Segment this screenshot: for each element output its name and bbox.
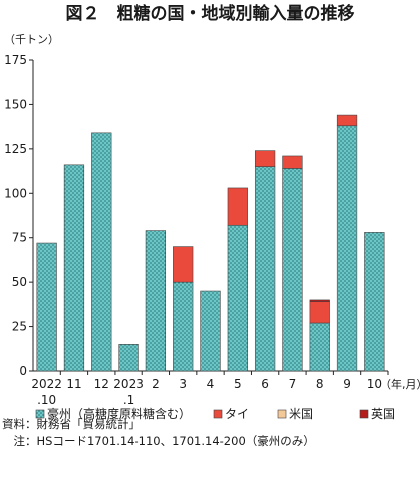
bar-segment-series-1: [336, 114, 358, 127]
legend-label-series-3: 英国: [371, 407, 395, 421]
x-tick-label: 7: [289, 377, 297, 391]
y-tick-label: 25: [12, 320, 27, 334]
x-tick-label: 2023: [113, 377, 144, 391]
chart-title: 図２ 粗糖の国・地域別輸入量の推移: [66, 3, 355, 24]
y-tick-label: 75: [12, 231, 27, 245]
y-tick-label: 125: [4, 142, 27, 156]
legend: 豪州（高糖度原料糖含む） タイ 米国 英国: [35, 406, 395, 421]
bar-segment-series-0: [118, 344, 139, 372]
bar-segment-series-0: [145, 230, 167, 372]
x-tick-label: 6: [261, 377, 269, 391]
y-axis-unit: （千トン）: [4, 33, 59, 46]
x-tick-label: 2022: [31, 377, 62, 391]
legend-label-series-2: 米国: [289, 407, 313, 421]
y-tick-label: 175: [4, 53, 27, 67]
x-tick-label: 5: [234, 377, 242, 391]
x-axis-unit: （年,月）: [380, 377, 420, 391]
bar-segment-series-0: [364, 232, 385, 372]
legend-label-series-1: タイ: [225, 407, 249, 421]
source-note: 資料：財務省「貿易統計」: [2, 417, 140, 431]
bar-segment-series-0: [63, 164, 85, 372]
y-tick-label: 150: [4, 97, 27, 111]
bar-segment-series-0: [336, 125, 358, 372]
legend-swatch-series-0: [35, 409, 45, 419]
bar-segment-series-1: [227, 187, 248, 226]
bar-segment-series-0: [36, 242, 57, 372]
bar-segment-series-0: [173, 281, 194, 372]
bar-segment-series-0: [200, 290, 221, 372]
y-axis-ticks: 0 25 50 75 100 125 150 175: [4, 53, 33, 378]
bar-segment-series-0: [227, 224, 248, 372]
bar-segment-series-1: [173, 246, 194, 283]
bars-layer: [36, 114, 385, 372]
x-tick-label: 11: [66, 377, 81, 391]
bar-segment-series-0: [91, 132, 112, 372]
x-tick-label-line2: .10: [37, 393, 56, 407]
bar-segment-series-0: [282, 168, 303, 372]
legend-label-series-0: 豪州（高糖度原料糖含む）: [47, 406, 191, 421]
bar-segment-series-1: [282, 155, 303, 169]
x-tick-label-line2: .1: [123, 393, 134, 407]
x-tick-label: 2: [152, 377, 160, 391]
y-tick-label: 100: [4, 186, 27, 200]
x-tick-label: 10: [367, 377, 382, 391]
bar-segment-series-1: [309, 301, 330, 324]
x-tick-label: 4: [207, 377, 215, 391]
bar-segment-series-0: [309, 322, 330, 372]
x-tick-label: 12: [94, 377, 109, 391]
x-tick-label: 8: [316, 377, 324, 391]
legend-swatch-series-3: [359, 409, 369, 419]
legend-swatch-series-2: [277, 409, 287, 419]
bar-segment-series-1: [254, 150, 276, 167]
bar-segment-series-3: [309, 299, 330, 302]
y-tick-label: 0: [19, 364, 27, 378]
bar-segment-series-0: [254, 166, 276, 372]
x-tick-label: 3: [179, 377, 187, 391]
legend-swatch-series-1: [213, 409, 223, 419]
x-axis-ticks: 2022 .10 11 12 2023 .1 2 3 4 5 6 7 8 9 10: [31, 371, 389, 407]
x-tick-label: 9: [343, 377, 351, 391]
y-tick-label: 50: [12, 275, 27, 289]
footnote: 注：HSコード1701.14-110、1701.14-200（豪州のみ）: [2, 434, 315, 448]
